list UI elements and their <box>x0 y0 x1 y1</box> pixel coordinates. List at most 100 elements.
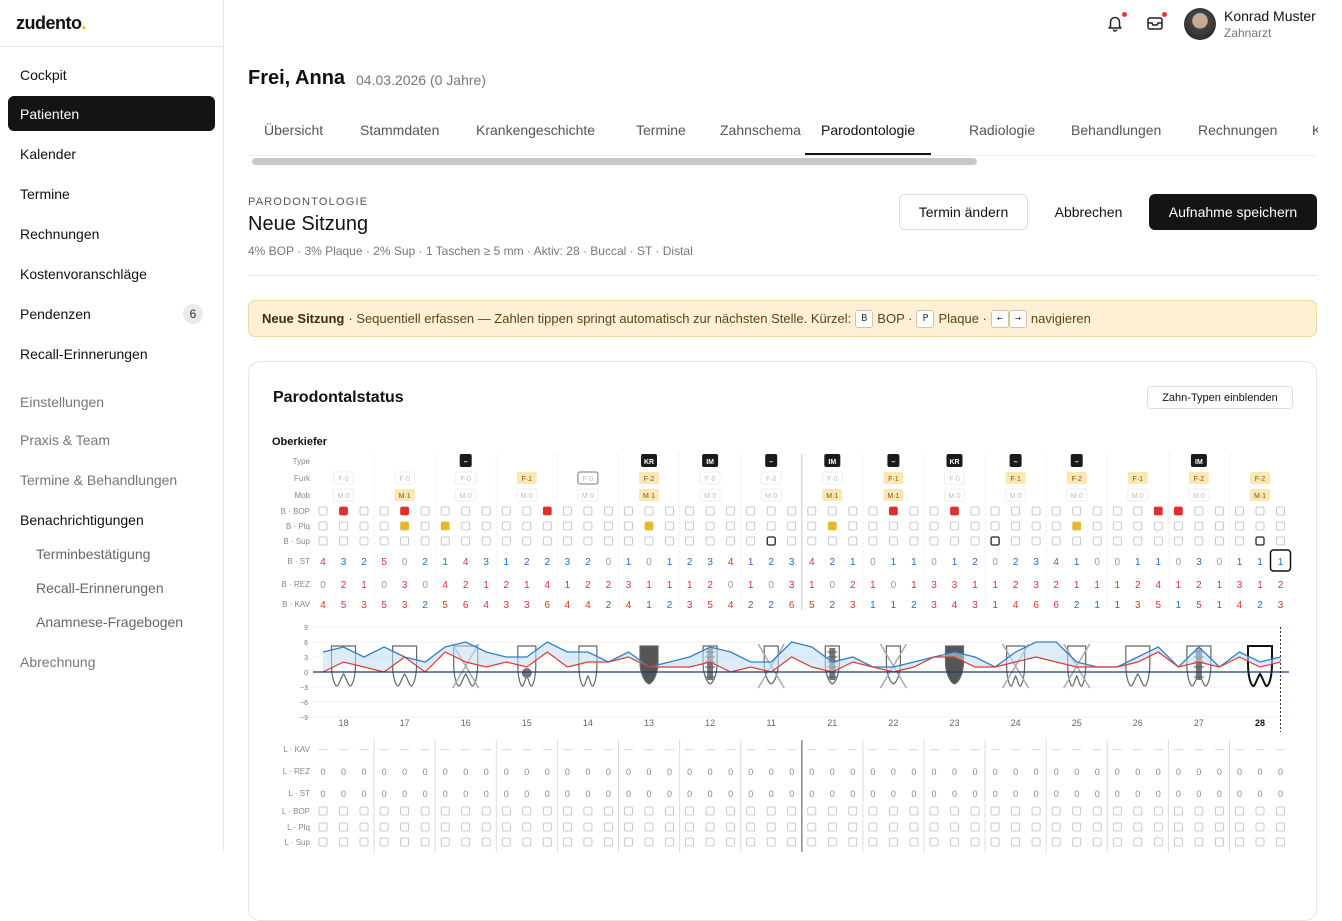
st-value: 1 <box>1237 557 1243 568</box>
bop-checkbox <box>930 507 938 515</box>
lingual-bop-checkbox <box>401 807 409 815</box>
st-value: 0 <box>1094 557 1100 568</box>
tab-krankengeschichte[interactable]: Krankengeschichte <box>476 113 595 155</box>
rez-value: 2 <box>1278 580 1284 591</box>
tab-k[interactable]: K <box>1312 113 1318 155</box>
sidebar-item-einstellungen[interactable]: Einstellungen <box>8 384 215 419</box>
sidebar-item-praxis-team[interactable]: Praxis & Team <box>8 422 215 457</box>
tab-zahnschema[interactable]: Zahnschema <box>720 113 801 155</box>
tab-radiologie[interactable]: Radiologie <box>969 113 1035 155</box>
kav-value: 6 <box>545 600 551 611</box>
sidebar-item-anamnese-fragebogen[interactable]: Anamnese-Fragebogen <box>8 604 215 639</box>
perio-status-card: Parodontalstatus Zahn-Typen einblenden O… <box>248 361 1317 921</box>
sidebar-item-rechnungen[interactable]: Rechnungen <box>8 216 215 251</box>
lingual-plq-checkbox <box>523 823 531 831</box>
sidebar-item-abrechnung[interactable]: Abrechnung <box>8 644 215 679</box>
row-label: L · ST <box>289 789 311 798</box>
bop-checkbox <box>360 507 368 515</box>
sidebar-item-patienten[interactable]: Patienten <box>8 96 215 131</box>
main-content: Frei, Anna 04.03.2026 (0 Jahre) Übersich… <box>224 47 1342 851</box>
inbox-icon[interactable] <box>1146 14 1164 32</box>
lingual-bop-checkbox <box>808 807 816 815</box>
patient-tabs: Übersicht Stammdaten Krankengeschichte Term… <box>248 113 1318 155</box>
lingual-st-value: 0 <box>952 789 957 799</box>
sup-checkbox <box>951 537 959 545</box>
sidebar-item-cockpit[interactable]: Cockpit <box>8 57 215 92</box>
lingual-plq-checkbox <box>1277 823 1285 831</box>
rez-value: 2 <box>341 580 347 591</box>
sidebar-item-benachrichtigungen[interactable]: Benachrichtigungen <box>8 502 215 537</box>
bell-icon[interactable] <box>1106 14 1124 32</box>
st-value: 4 <box>320 557 326 568</box>
sidebar-item-kalender[interactable]: Kalender <box>8 136 215 171</box>
furcation-value: F·2 <box>1255 476 1266 483</box>
rez-value: 1 <box>667 580 673 591</box>
plq-checkbox <box>991 522 999 530</box>
rez-value: 2 <box>585 580 591 591</box>
sup-checkbox <box>788 537 796 545</box>
sidebar-item-kostenvoranschläge[interactable]: Kostenvoranschläge <box>8 256 215 291</box>
bop-checkbox <box>808 507 816 515</box>
sidebar-item-label: Einstellungen <box>20 394 104 410</box>
lingual-rez-value: 0 <box>626 767 631 777</box>
lingual-kav-value: — <box>828 744 837 754</box>
sidebar-item-recall-erinnerungen[interactable]: Recall-Erinnerungen <box>8 336 215 371</box>
plq-checkbox <box>808 522 816 530</box>
y-tick: 9 <box>304 625 308 632</box>
st-value: 0 <box>870 557 876 568</box>
info-banner: Neue Sitzung · Sequentiell erfassen — Za… <box>248 300 1317 337</box>
furcation-value: F·0 <box>827 476 838 483</box>
bop-checkbox <box>666 507 674 515</box>
kav-value: 5 <box>381 600 387 611</box>
logo[interactable]: zudento. <box>0 0 223 47</box>
plq-checkbox <box>951 522 959 530</box>
kav-value: 3 <box>687 600 693 611</box>
cancel-button[interactable]: Abbrechen <box>1039 194 1138 230</box>
lingual-bop-checkbox <box>462 807 470 815</box>
lingual-sup-checkbox <box>930 838 938 846</box>
lingual-plq-checkbox <box>584 823 592 831</box>
tab-termine[interactable]: Termine <box>636 113 686 155</box>
save-recording-button[interactable]: Aufnahme speichern <box>1149 194 1317 230</box>
bop-checkbox <box>849 507 857 515</box>
lingual-kav-value: — <box>665 744 674 754</box>
sidebar-item-terminbestätigung[interactable]: Terminbestätigung <box>8 536 215 571</box>
lingual-st-value: 0 <box>993 789 998 799</box>
lingual-plq-checkbox <box>421 823 429 831</box>
lingual-sup-checkbox <box>645 838 653 846</box>
lingual-bop-checkbox <box>625 807 633 815</box>
rez-value: 4 <box>545 580 551 591</box>
kav-value: 2 <box>830 600 836 611</box>
sup-checkbox <box>747 537 755 545</box>
sidebar-item-label: Anamnese-Fragebogen <box>36 614 183 630</box>
mobility-value: M·1 <box>887 493 899 500</box>
sidebar-item-recall-erinnerungen[interactable]: Recall-Erinnerungen <box>8 570 215 605</box>
lingual-st-value: 0 <box>748 789 753 799</box>
tooth-type: IM <box>706 459 714 466</box>
change-appointment-button[interactable]: Termin ändern <box>899 194 1028 230</box>
tab-rechnungen[interactable]: Rechnungen <box>1198 113 1277 155</box>
lingual-bop-checkbox <box>930 807 938 815</box>
tab-parodontologie[interactable]: Parodontologie <box>805 113 931 155</box>
lingual-kav-value: — <box>1072 744 1081 754</box>
furcation-value: F·2 <box>644 476 655 483</box>
sup-checkbox <box>604 537 612 545</box>
lingual-kav-value: — <box>746 744 755 754</box>
tab-scrollbar-thumb[interactable] <box>252 158 977 165</box>
furcation-value: F·0 <box>705 476 716 483</box>
lingual-rez-value: 0 <box>830 767 835 777</box>
tab-übersicht[interactable]: Übersicht <box>264 113 323 155</box>
plq-checkbox <box>482 522 490 530</box>
lingual-kav-value: — <box>421 744 430 754</box>
sidebar-item-termine[interactable]: Termine <box>8 176 215 211</box>
tab-stammdaten[interactable]: Stammdaten <box>360 113 439 155</box>
lingual-bop-checkbox <box>319 807 327 815</box>
lingual-rez-value: 0 <box>667 767 672 777</box>
avatar[interactable] <box>1184 8 1216 40</box>
tab-behandlungen[interactable]: Behandlungen <box>1071 113 1161 155</box>
lingual-rez-value: 0 <box>524 767 529 777</box>
lingual-sup-checkbox <box>625 838 633 846</box>
tooth-number: 25 <box>1072 718 1082 728</box>
sidebar-item-termine-behandlungen[interactable]: Termine & Behandlungen <box>8 462 215 497</box>
